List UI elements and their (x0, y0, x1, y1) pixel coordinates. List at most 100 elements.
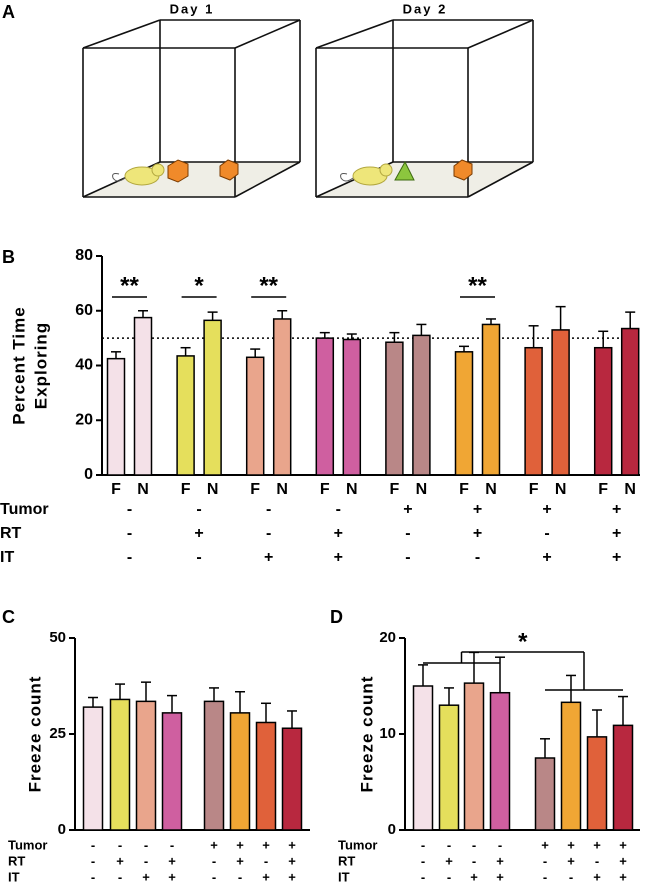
condition-sign: - (144, 837, 148, 852)
condition-sign: - (118, 869, 122, 884)
bar (412, 685, 434, 831)
condition-sign: - (127, 501, 132, 518)
condition-name: IT (338, 869, 350, 884)
condition-sign: + (236, 837, 244, 852)
day-label: Day 1 (170, 1, 215, 16)
condition-sign: + (593, 837, 601, 852)
condition-sign: + (236, 853, 244, 868)
condition-sign: - (196, 549, 201, 566)
bar (454, 351, 474, 476)
condition-sign: + (334, 525, 343, 542)
bar (385, 341, 404, 476)
x-tick-label: F (529, 481, 539, 498)
arena-day1 (82, 19, 301, 198)
y-tick-label: 80 (75, 247, 93, 264)
condition-sign: + (334, 549, 343, 566)
bar (245, 356, 265, 476)
condition-sign: - (127, 549, 132, 566)
condition-sign: + (542, 501, 551, 518)
condition-sign: - (498, 837, 502, 852)
condition-sign: - (196, 501, 201, 518)
condition-name: RT (0, 525, 22, 542)
condition-sign: + (116, 853, 124, 868)
x-tick-label: N (207, 481, 219, 498)
condition-sign: - (264, 853, 268, 868)
bar (593, 346, 613, 476)
condition-sign: + (567, 837, 575, 852)
arena-day2 (315, 19, 534, 198)
condition-sign: + (496, 853, 504, 868)
bar (612, 724, 634, 831)
bar (203, 319, 222, 476)
condition-sign: - (421, 853, 425, 868)
bar (82, 706, 104, 831)
condition-sign: + (264, 549, 273, 566)
condition-sign: + (619, 853, 627, 868)
condition-sign: + (168, 869, 176, 884)
condition-sign: - (212, 869, 216, 884)
bar (203, 700, 225, 831)
condition-name: IT (0, 549, 14, 566)
condition-sign: + (619, 837, 627, 852)
day-label: Day 2 (403, 1, 448, 16)
condition-sign: - (91, 869, 95, 884)
significance-mark: ** (120, 272, 139, 299)
condition-sign: - (91, 837, 95, 852)
condition-sign: + (612, 525, 621, 542)
bar (412, 334, 431, 476)
condition-sign: - (569, 869, 573, 884)
significance-mark: ** (259, 272, 278, 299)
condition-name: IT (8, 869, 20, 884)
bar (620, 327, 640, 476)
condition-sign: - (544, 525, 549, 542)
condition-sign: + (612, 501, 621, 518)
bar (135, 700, 157, 831)
panel-label: A (2, 2, 15, 22)
condition-name: Tumor (0, 501, 49, 518)
condition-sign: + (142, 869, 150, 884)
y-tick-label: 40 (75, 357, 93, 374)
bar (481, 323, 501, 476)
condition-sign: + (194, 525, 203, 542)
y-tick-label: 50 (49, 629, 66, 646)
condition-sign: - (595, 853, 599, 868)
condition-sign: + (567, 853, 575, 868)
y-tick-label: 0 (84, 466, 93, 483)
condition-sign: - (266, 501, 271, 518)
bar (272, 318, 292, 476)
bar (229, 712, 251, 831)
bar (560, 701, 582, 831)
condition-sign: - (266, 525, 271, 542)
condition-name: RT (8, 853, 25, 868)
y-tick-label: 0 (388, 821, 396, 838)
condition-sign: + (470, 869, 478, 884)
bar (534, 757, 556, 831)
condition-sign: - (472, 837, 476, 852)
bar (109, 698, 131, 831)
significance-mark: * (518, 628, 528, 655)
condition-sign: - (405, 549, 410, 566)
condition-sign: - (212, 853, 216, 868)
condition-sign: + (496, 869, 504, 884)
bar (342, 338, 362, 476)
y-axis-label: Percent Time (9, 306, 28, 424)
bar (106, 357, 126, 476)
condition-sign: - (238, 869, 242, 884)
condition-sign: + (619, 869, 627, 884)
bar (176, 355, 195, 476)
condition-sign: + (262, 869, 270, 884)
condition-sign: + (288, 837, 296, 852)
bar (551, 329, 570, 476)
condition-sign: - (170, 837, 174, 852)
condition-sign: - (144, 853, 148, 868)
x-tick-label: N (346, 481, 358, 498)
condition-sign: - (421, 869, 425, 884)
condition-sign: - (118, 837, 122, 852)
bar (463, 682, 485, 831)
condition-name: Tumor (338, 837, 377, 852)
condition-sign: + (288, 869, 296, 884)
panel-label: B (2, 247, 15, 267)
bar (586, 736, 608, 831)
condition-name: Tumor (8, 837, 47, 852)
